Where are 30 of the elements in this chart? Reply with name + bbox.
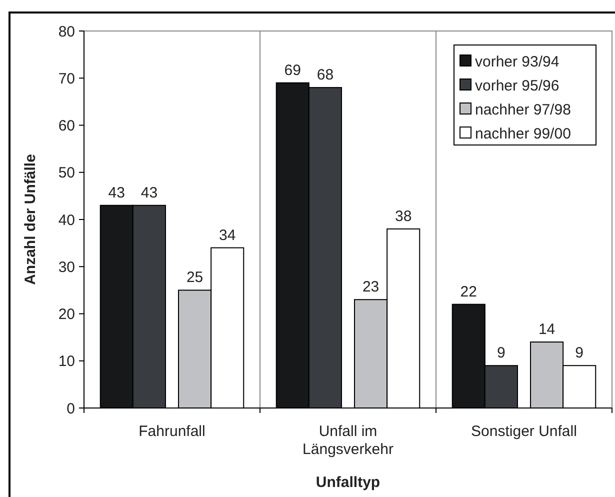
y-tick-label: 30 [58,258,75,276]
data-label: 25 [186,269,204,286]
y-tick-label: 60 [58,118,75,134]
x-tick-label: Unfall im Längsverkehr [302,423,394,458]
legend-label: vorher 95/96 [475,77,560,94]
data-label: 22 [460,283,477,300]
y-tick-label: 10 [58,353,75,370]
y-axis-title: Anzahl der Unfälle [22,154,39,285]
legend-label: nachher 99/00 [475,125,571,142]
data-label: 68 [316,66,334,84]
y-tick-label: 20 [58,306,75,323]
data-label: 69 [284,62,301,79]
data-label: 43 [108,184,125,202]
y-tick-label: 0 [66,400,75,418]
legend-label: nachher 97/98 [475,101,571,118]
data-label: 9 [575,344,584,362]
y-tick-label: 70 [58,70,75,88]
data-label: 38 [395,208,412,225]
data-label: 43 [140,184,158,202]
x-axis-title: Unfalltyp [316,474,380,491]
y-tick-label: 50 [58,164,75,182]
data-label: 9 [497,344,506,362]
x-tick-label: Sonstiger Unfall [471,423,577,440]
data-label: 14 [538,321,556,338]
y-tick-label: 40 [58,212,75,229]
x-tick-label: Fahrunfall [138,423,206,440]
y-tick-label: 80 [58,23,75,40]
data-label: 23 [362,278,380,296]
data-label: 34 [219,226,236,244]
legend-label: vorher 93/94 [475,53,560,70]
